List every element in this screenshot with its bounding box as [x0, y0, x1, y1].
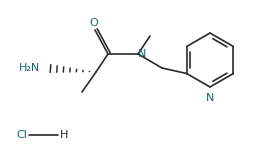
- Text: Cl: Cl: [16, 130, 27, 140]
- Text: H: H: [60, 130, 68, 140]
- Text: N: N: [206, 93, 214, 103]
- Text: N: N: [138, 49, 146, 59]
- Text: H₂N: H₂N: [19, 63, 41, 73]
- Text: O: O: [90, 18, 98, 28]
